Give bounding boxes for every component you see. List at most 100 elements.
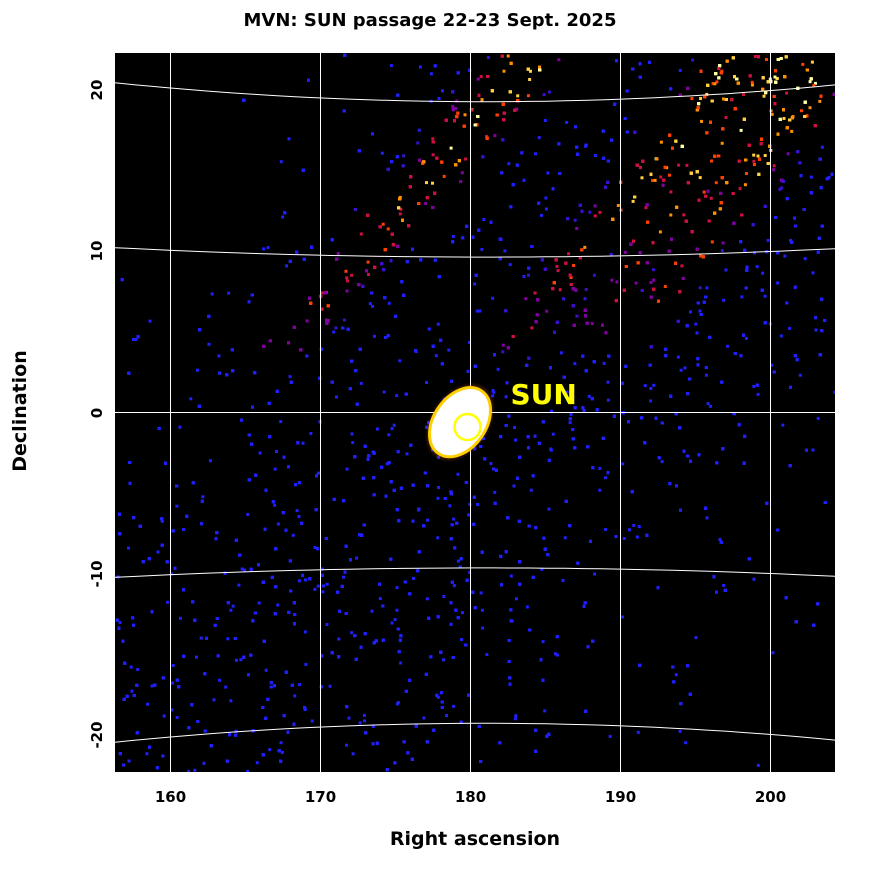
intensity-pixel bbox=[486, 56, 490, 59]
intensity-pixel bbox=[503, 249, 507, 253]
intensity-pixel bbox=[386, 227, 390, 231]
intensity-pixel bbox=[466, 369, 470, 373]
intensity-pixel bbox=[694, 322, 698, 326]
intensity-pixel bbox=[808, 106, 812, 110]
intensity-pixel bbox=[304, 578, 307, 582]
intensity-pixel bbox=[715, 80, 719, 84]
intensity-pixel bbox=[501, 343, 505, 347]
intensity-pixel bbox=[611, 217, 615, 221]
intensity-pixel bbox=[575, 314, 579, 318]
intensity-pixel bbox=[684, 741, 688, 745]
intensity-pixel bbox=[422, 716, 426, 720]
intensity-pixel bbox=[507, 660, 511, 663]
intensity-pixel bbox=[789, 239, 792, 242]
intensity-pixel bbox=[690, 97, 694, 100]
intensity-pixel bbox=[827, 176, 831, 180]
intensity-pixel bbox=[305, 319, 309, 323]
intensity-pixel bbox=[285, 264, 288, 268]
intensity-pixel bbox=[753, 55, 757, 58]
intensity-pixel bbox=[809, 175, 813, 179]
intensity-pixel bbox=[207, 342, 211, 346]
intensity-pixel bbox=[588, 210, 592, 214]
intensity-pixel bbox=[387, 301, 391, 305]
intensity-pixel bbox=[756, 763, 760, 767]
intensity-pixel bbox=[740, 295, 744, 299]
intensity-pixel bbox=[604, 476, 607, 480]
intensity-pixel bbox=[633, 195, 637, 199]
intensity-pixel bbox=[491, 296, 495, 300]
intensity-pixel bbox=[485, 653, 489, 657]
intensity-pixel bbox=[568, 417, 572, 421]
intensity-pixel bbox=[686, 392, 690, 396]
intensity-pixel bbox=[300, 521, 304, 525]
intensity-pixel bbox=[559, 351, 563, 355]
intensity-pixel bbox=[658, 230, 662, 234]
intensity-pixel bbox=[737, 423, 741, 427]
intensity-pixel bbox=[593, 572, 597, 576]
intensity-pixel bbox=[779, 334, 783, 338]
intensity-pixel bbox=[563, 536, 567, 540]
intensity-pixel bbox=[405, 260, 409, 264]
intensity-pixel bbox=[557, 142, 561, 146]
intensity-pixel bbox=[544, 196, 548, 200]
intensity-pixel bbox=[365, 269, 368, 273]
intensity-pixel bbox=[755, 265, 759, 269]
intensity-pixel bbox=[528, 78, 532, 81]
intensity-pixel bbox=[118, 621, 122, 625]
intensity-pixel bbox=[706, 402, 710, 406]
intensity-pixel bbox=[743, 183, 747, 187]
intensity-pixel bbox=[148, 319, 152, 323]
intensity-pixel bbox=[475, 309, 479, 313]
intensity-pixel bbox=[552, 281, 556, 285]
intensity-pixel bbox=[699, 254, 703, 258]
intensity-pixel bbox=[429, 72, 433, 76]
intensity-pixel bbox=[412, 576, 415, 580]
intensity-pixel bbox=[709, 196, 713, 200]
intensity-pixel bbox=[452, 584, 456, 588]
intensity-pixel bbox=[293, 622, 296, 626]
intensity-pixel bbox=[337, 655, 341, 659]
intensity-pixel bbox=[459, 180, 463, 184]
intensity-pixel bbox=[574, 288, 578, 292]
intensity-pixel bbox=[732, 221, 736, 225]
intensity-pixel bbox=[595, 408, 599, 412]
intensity-pixel bbox=[262, 247, 266, 251]
intensity-pixel bbox=[786, 152, 790, 156]
intensity-pixel bbox=[366, 260, 370, 264]
intensity-pixel bbox=[790, 129, 794, 133]
intensity-pixel bbox=[145, 752, 149, 756]
intensity-pixel bbox=[396, 93, 400, 97]
intensity-pixel bbox=[590, 322, 594, 326]
intensity-pixel bbox=[250, 293, 254, 297]
intensity-pixel bbox=[731, 192, 735, 195]
intensity-pixel bbox=[451, 104, 455, 108]
intensity-pixel bbox=[226, 637, 230, 641]
intensity-pixel bbox=[454, 107, 458, 110]
intensity-pixel bbox=[752, 153, 756, 157]
intensity-pixel bbox=[547, 507, 551, 511]
intensity-pixel bbox=[473, 606, 477, 610]
intensity-pixel bbox=[456, 472, 460, 476]
intensity-pixel bbox=[317, 471, 320, 475]
intensity-pixel bbox=[606, 159, 610, 163]
intensity-pixel bbox=[546, 553, 550, 557]
intensity-pixel bbox=[635, 535, 639, 539]
intensity-pixel bbox=[679, 368, 683, 372]
intensity-pixel bbox=[212, 698, 216, 702]
intensity-pixel bbox=[347, 716, 351, 720]
intensity-pixel bbox=[243, 568, 247, 572]
intensity-pixel bbox=[237, 583, 241, 587]
intensity-pixel bbox=[502, 118, 506, 122]
intensity-pixel bbox=[572, 264, 576, 267]
intensity-pixel bbox=[417, 507, 421, 511]
intensity-pixel bbox=[818, 157, 822, 161]
intensity-pixel bbox=[769, 109, 773, 113]
intensity-pixel bbox=[543, 119, 547, 122]
intensity-pixel bbox=[763, 294, 767, 298]
intensity-pixel bbox=[395, 608, 399, 612]
intensity-pixel bbox=[591, 639, 595, 643]
intensity-pixel bbox=[640, 289, 644, 292]
intensity-pixel bbox=[330, 380, 334, 384]
intensity-pixel bbox=[670, 237, 673, 241]
intensity-pixel bbox=[355, 402, 359, 406]
